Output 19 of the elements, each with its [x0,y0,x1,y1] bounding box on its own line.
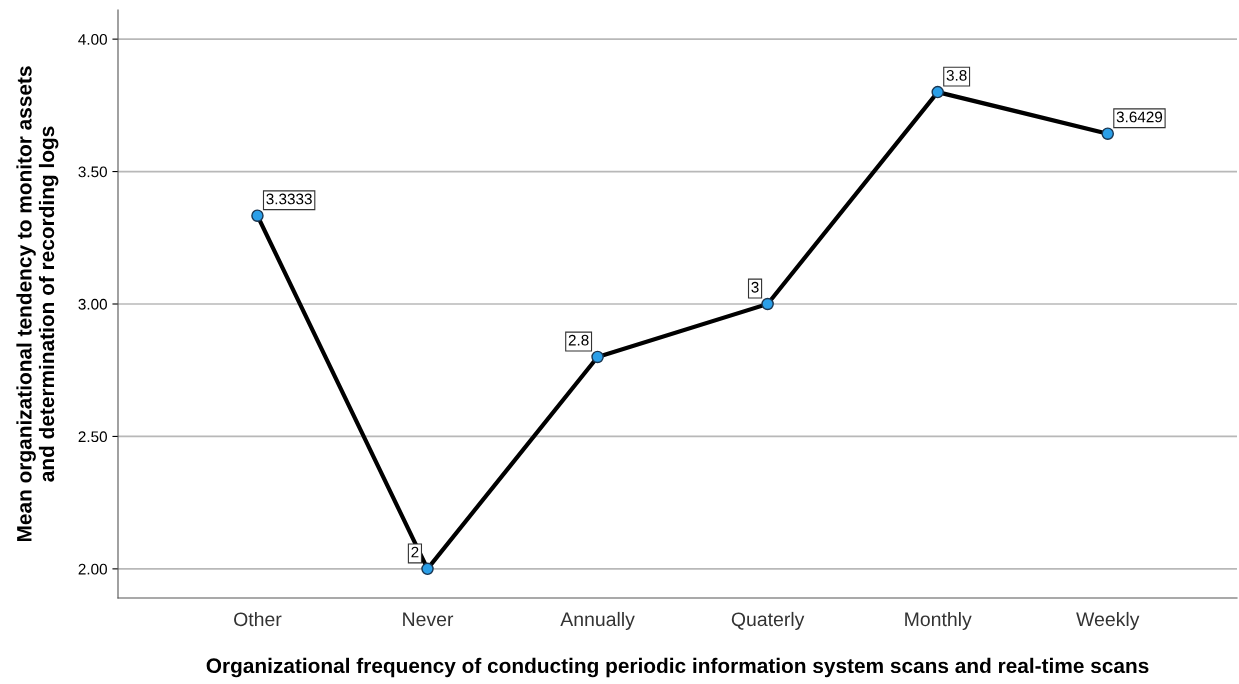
x-tick-label: Never [403,612,454,627]
data-label: 3 [751,281,759,293]
data-label: 2 [411,546,419,558]
data-label: 3.6429 [1116,111,1163,123]
x-tick-label: Weekly [1076,611,1140,631]
x-tick-label: Annually [560,611,635,631]
y-tick-label: 2.00 [78,563,107,575]
data-label: 3.3333 [266,193,312,205]
y-tick-label: 4.00 [78,34,107,45]
x-tick-label: Quaterly [731,611,805,631]
y-axis-title: Mean organizational tendency to monitor assets and determination of recording logs [16,66,59,542]
x-tick-label: Monthly [905,611,972,631]
x-axis-title: Organizational frequency of conducting periodic information system scans and real-time scans [206,657,1149,678]
data-label: 3.8 [946,69,967,81]
data-label: 2.8 [568,334,589,346]
y-tick-label: 2.50 [78,431,107,443]
y-tick-label: 3.00 [78,298,107,310]
x-tick-label: Other [234,611,282,627]
y-tick-label: 3.50 [78,166,107,178]
